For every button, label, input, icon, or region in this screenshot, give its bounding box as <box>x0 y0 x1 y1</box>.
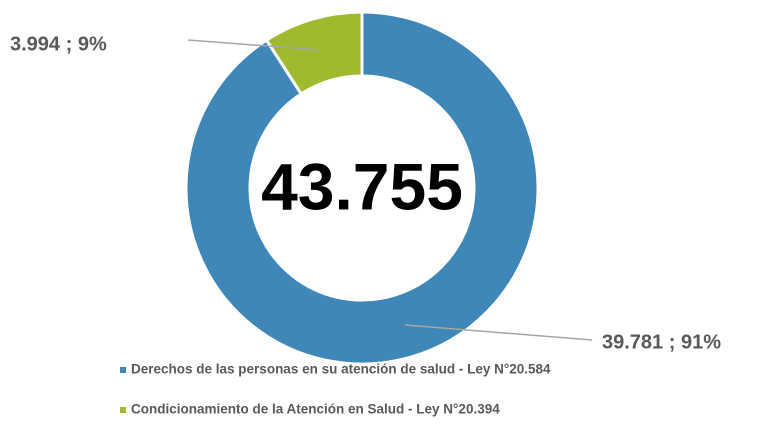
legend-swatch <box>120 407 126 413</box>
donut-slice <box>184 10 540 366</box>
center-total: 43.755 <box>261 149 463 223</box>
data-label: 3.994 ; 9% <box>10 33 107 55</box>
legend-label: Condicionamiento de la Atención en Salud… <box>131 402 500 417</box>
donut-slice <box>264 10 364 96</box>
data-label: 39.781 ; 91% <box>602 331 721 353</box>
leader-line <box>404 324 593 341</box>
leader-line <box>187 39 321 51</box>
legend-label: Derechos de las personas en su atención … <box>131 362 551 377</box>
legend-swatch <box>120 367 126 373</box>
